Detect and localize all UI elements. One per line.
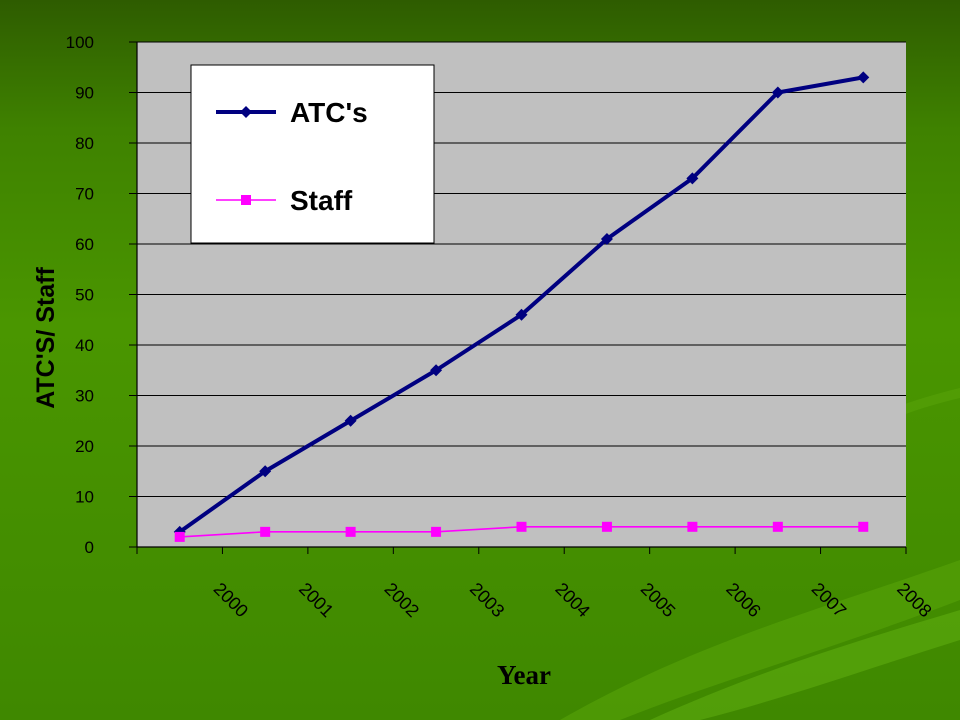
data-point — [772, 521, 783, 532]
data-point — [515, 308, 528, 321]
data-point — [686, 172, 699, 185]
data-point — [687, 521, 698, 532]
legend-label: ATC's — [290, 97, 368, 128]
data-point — [600, 232, 613, 245]
data-point — [857, 71, 870, 84]
data-point — [260, 526, 271, 537]
x-tick-label: 2007 — [808, 579, 850, 621]
y-tick-label: 0 — [85, 538, 94, 557]
data-point — [345, 526, 356, 537]
legend: ATC's Staff — [190, 64, 435, 244]
x-tick-label: 2006 — [722, 579, 764, 621]
data-point — [771, 86, 784, 99]
data-point — [858, 521, 869, 532]
x-tick-label: 2008 — [893, 579, 935, 621]
x-axis-label: Year — [497, 660, 551, 690]
series-1 — [174, 521, 869, 542]
x-tick-label: 2003 — [466, 579, 508, 621]
data-point — [344, 414, 357, 427]
y-tick-label: 70 — [75, 185, 94, 204]
x-tick-label: 2004 — [551, 579, 593, 621]
axes — [129, 41, 907, 554]
data-point — [259, 465, 272, 478]
x-tick-labels: 2000 2001 2002 2003 2004 2005 2006 2007 2008 — [210, 579, 936, 621]
data-point — [431, 526, 442, 537]
y-tick-label: 100 — [66, 33, 94, 52]
x-tick-label: 2001 — [295, 579, 337, 621]
legend-box — [190, 64, 435, 244]
legend-marker — [240, 106, 252, 118]
x-tick-label: 2000 — [210, 579, 252, 621]
y-tick-labels: 0 10 20 30 40 50 60 70 80 90 100 — [66, 33, 94, 557]
data-point — [601, 521, 612, 532]
y-tick-label: 40 — [75, 336, 94, 355]
data-point — [174, 531, 185, 542]
y-tick-label: 80 — [75, 134, 94, 153]
y-tick-label: 20 — [75, 437, 94, 456]
series-layer — [173, 71, 870, 542]
data-point — [516, 521, 527, 532]
x-tick-label: 2002 — [381, 579, 423, 621]
y-tick-label: 60 — [75, 235, 94, 254]
y-tick-label: 30 — [75, 387, 94, 406]
legend-marker — [241, 195, 251, 205]
y-tick-label: 90 — [75, 84, 94, 103]
x-tick-label: 2005 — [637, 579, 679, 621]
y-axis-label: ATC'S/ Staff — [32, 267, 60, 409]
y-tick-label: 50 — [75, 286, 94, 305]
legend-label: Staff — [290, 185, 353, 216]
y-tick-label: 10 — [75, 488, 94, 507]
data-point — [430, 364, 443, 377]
